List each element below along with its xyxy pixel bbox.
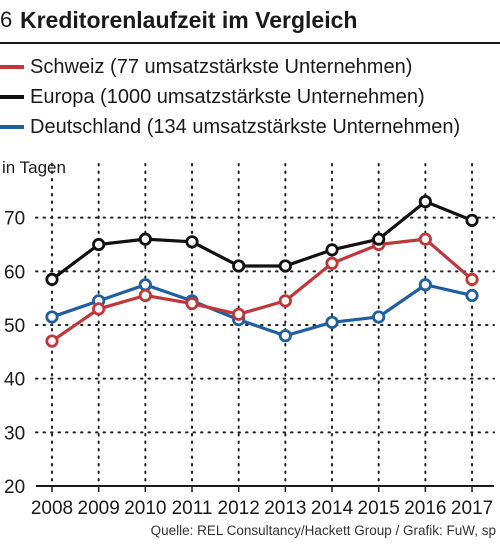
y-tick-label: 50 (4, 316, 25, 337)
legend-item-deutschland: Deutschland (134 umsatzstärkste Unterneh… (0, 112, 500, 142)
data-point-schweiz (418, 232, 432, 246)
legend-swatch-europa (0, 95, 24, 99)
y-tick-label: 60 (4, 262, 25, 283)
chart-title: Kreditorenlaufzeit im Vergleich (20, 7, 358, 33)
line-chart: 20 30 40 50 60 70 2008 2009 2010 2011 2012 2013 2014… (4, 163, 495, 519)
data-point-schweiz (465, 272, 479, 286)
legend-swatch-deutschland (0, 125, 24, 129)
x-tick-label: 2012 (218, 498, 260, 519)
legend: Schweiz (77 umsatzstärkste Unternehmen) … (0, 52, 500, 142)
data-point-deutschland (278, 329, 292, 343)
data-point-europa (325, 243, 339, 257)
data-point-deutschland (325, 315, 339, 329)
legend-label-schweiz: Schweiz (77 umsatzstärkste Unternehmen) (30, 56, 413, 78)
data-point-deutschland (372, 310, 386, 324)
data-point-deutschland (45, 310, 59, 324)
x-tick-label: 2015 (358, 498, 400, 519)
source-note: Quelle: REL Consultancy/Hackett Group / … (150, 523, 496, 538)
data-point-schweiz (45, 334, 59, 348)
data-point-schweiz (278, 294, 292, 308)
data-point-europa (418, 194, 432, 209)
y-tick-label: 40 (4, 370, 25, 391)
title-rule (0, 42, 500, 44)
x-tick-label: 2017 (451, 498, 493, 519)
data-point-schweiz (138, 288, 152, 303)
data-point-europa (138, 232, 152, 246)
figure-header: 6 Kreditorenlaufzeit im Vergleich (0, 0, 500, 40)
x-tick-label: 2008 (31, 498, 73, 519)
figure-number: 6 (0, 7, 13, 32)
series-line-deutschland (51, 283, 473, 338)
x-tick-label: 2009 (78, 498, 120, 519)
y-axis-label: in Tagen (2, 158, 66, 177)
y-tick-label: 70 (4, 209, 25, 230)
data-point-europa (278, 259, 292, 273)
data-point-europa (185, 235, 199, 249)
x-tick-label: 2013 (264, 498, 306, 519)
data-point-europa (45, 272, 59, 286)
data-point-schweiz (232, 307, 246, 321)
legend-label-europa: Europa (1000 umsatzstärkste Unternehmen) (30, 86, 425, 108)
data-point-europa (92, 237, 106, 252)
series-line-europa (51, 199, 473, 281)
data-point-europa (372, 232, 386, 246)
x-tick-label: 2016 (404, 498, 446, 519)
legend-item-europa: Europa (1000 umsatzstärkste Unternehmen) (0, 82, 500, 112)
legend-label-deutschland: Deutschland (134 umsatzstärkste Unterneh… (30, 116, 461, 138)
data-point-schweiz (92, 302, 106, 316)
y-tick-label: 30 (4, 423, 25, 444)
data-point-schweiz (185, 296, 199, 311)
data-point-europa (465, 213, 479, 227)
x-tick-label: 2010 (124, 498, 166, 519)
data-point-deutschland (138, 278, 152, 292)
data-point-deutschland (418, 278, 432, 292)
y-tick-label: 20 (4, 477, 25, 498)
series-line-schweiz (51, 237, 474, 343)
x-tick-label: 2011 (172, 498, 213, 519)
data-point-deutschland (465, 288, 479, 303)
data-point-schweiz (325, 256, 339, 270)
legend-swatch-schweiz (0, 65, 24, 69)
x-tick-label: 2014 (311, 498, 354, 519)
legend-item-schweiz: Schweiz (77 umsatzstärkste Unternehmen) (0, 52, 500, 82)
data-point-europa (232, 259, 246, 273)
